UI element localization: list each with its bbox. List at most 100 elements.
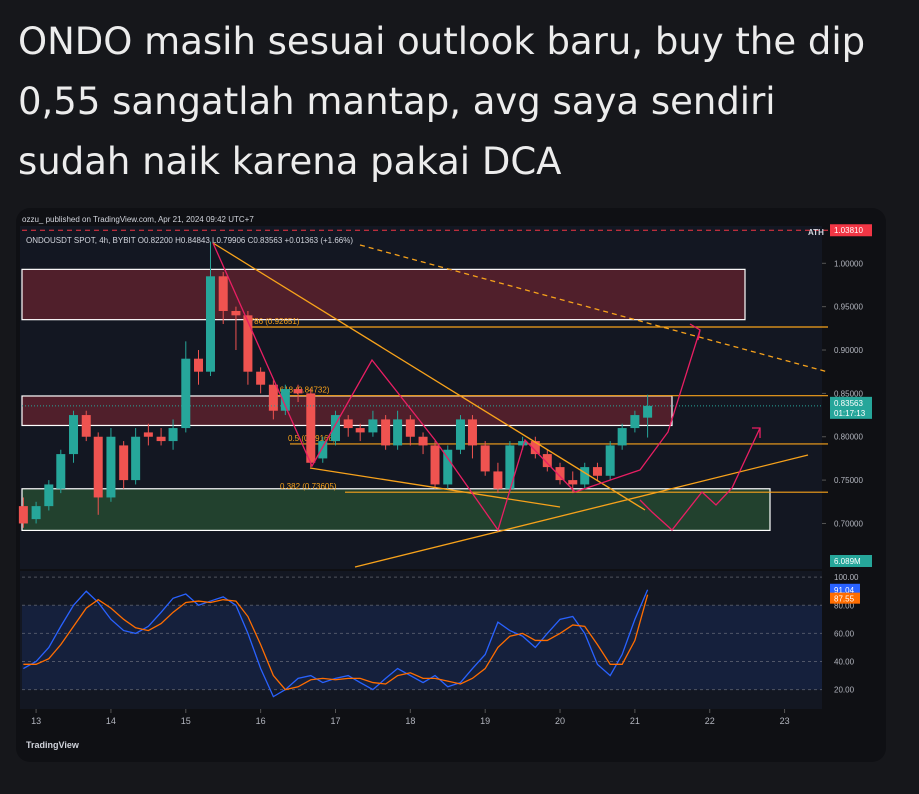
y-tick-label: 0.90000 (834, 346, 863, 355)
candle-body (443, 449, 453, 485)
main-pane (20, 226, 822, 569)
y-tick-label: 0.80000 (834, 433, 863, 442)
stoch-line (23, 594, 649, 691)
drawings (212, 242, 829, 568)
candle-body (430, 445, 440, 485)
post-text: ONDO masih sesuai outlook baru, buy the … (18, 12, 908, 192)
candle-body (306, 393, 316, 463)
candle-body (605, 445, 615, 476)
stoch-band (22, 605, 822, 690)
candle-body (568, 480, 578, 485)
candle-body (143, 432, 153, 437)
x-tick-label: 20 (555, 716, 565, 726)
arrow-head (752, 427, 761, 438)
candle-body (405, 419, 415, 437)
candle-body (518, 441, 528, 446)
candle-body (218, 276, 228, 311)
candle-body (156, 436, 166, 442)
y-tick-label: 80.00 (834, 601, 855, 610)
candle-body (542, 454, 552, 468)
candle-body (381, 419, 391, 446)
volume-label: 6.089M (834, 557, 861, 566)
candle-body (293, 389, 303, 394)
candle-body (18, 506, 28, 524)
trend-line (354, 454, 809, 568)
ath-name: ATH (808, 228, 824, 237)
candle-body (256, 371, 266, 385)
candle-body (343, 419, 353, 429)
value-label: 87.55 (834, 595, 855, 604)
candle-body (56, 454, 66, 489)
projection-path (639, 427, 761, 531)
candle-body (205, 276, 215, 372)
x-tick-label: 15 (181, 716, 191, 726)
candle-body (617, 428, 627, 446)
candle-body (194, 358, 204, 372)
y-tick-label: 100.00 (834, 573, 859, 582)
x-tick-label: 14 (106, 716, 116, 726)
post-line: 0,55 sangatlah mantap, avg saya sendiri (18, 80, 776, 123)
last-price-label: 0.83563 (834, 399, 863, 408)
candle-body (555, 467, 565, 481)
projection-path (212, 242, 701, 532)
publish-info: ozzu_ published on TradingView.com, Apr … (22, 215, 254, 224)
zone (21, 268, 746, 321)
candle-body (630, 415, 640, 429)
volume-tag (830, 555, 872, 567)
x-tick-label: 18 (405, 716, 415, 726)
value-tag (830, 583, 860, 595)
y-tick-label: 0.70000 (834, 519, 863, 528)
candle-body (318, 441, 328, 459)
post-line: ONDO masih sesuai outlook baru, buy the … (18, 20, 866, 63)
candle-body (69, 415, 79, 455)
candle-body (131, 436, 141, 481)
y-tick-label: 40.00 (834, 658, 855, 667)
ath-label: 1.03810 (834, 226, 863, 235)
candle-body (106, 436, 116, 498)
candle-body (530, 441, 540, 455)
value-label: 91.04 (834, 586, 855, 595)
candle-body (480, 445, 490, 472)
x-tick-label: 16 (256, 716, 266, 726)
arrow-head (689, 323, 701, 341)
y-tick-label: 1.00000 (834, 259, 863, 268)
stoch-pane (20, 571, 822, 709)
candle-body (330, 415, 340, 442)
candle-body (231, 310, 241, 316)
stoch-line (23, 589, 649, 698)
y-tick-label: 0.85000 (834, 389, 863, 398)
x-tick-label: 17 (330, 716, 340, 726)
x-tick-label: 19 (480, 716, 490, 726)
post-line: sudah naik karena pakai DCA (18, 140, 562, 183)
candle-body (368, 419, 378, 433)
candle-body (280, 389, 290, 411)
y-tick-label: 20.00 (834, 686, 855, 695)
x-tick-label: 22 (705, 716, 715, 726)
x-tick-label: 13 (31, 716, 41, 726)
fib-label: 0.382 (0.73605) (280, 482, 337, 491)
candle-body (93, 436, 103, 498)
candle-body (119, 445, 129, 481)
trend-line (212, 242, 646, 511)
y-tick-label: 0.75000 (834, 476, 863, 485)
candle-body (592, 467, 602, 476)
x-tick-label: 21 (630, 716, 640, 726)
candle-body (268, 384, 278, 411)
value-tag (830, 592, 860, 604)
candle-body (393, 419, 403, 446)
candle-body (493, 471, 503, 489)
fib-label: 0.786 (0.92651) (243, 317, 300, 326)
candle-body (181, 358, 191, 429)
candle-body (505, 445, 515, 489)
symbol-info: ONDOUSDT SPOT, 4h, BYBIT O0.82200 H0.848… (26, 236, 353, 245)
y-tick-label: 60.00 (834, 629, 855, 638)
countdown: 01:17:13 (834, 409, 866, 418)
x-tick-label: 23 (780, 716, 790, 726)
zone (21, 488, 771, 532)
candle-body (81, 415, 91, 437)
candle-body (580, 467, 590, 485)
candle-body (418, 436, 428, 446)
candle-body (455, 419, 465, 450)
